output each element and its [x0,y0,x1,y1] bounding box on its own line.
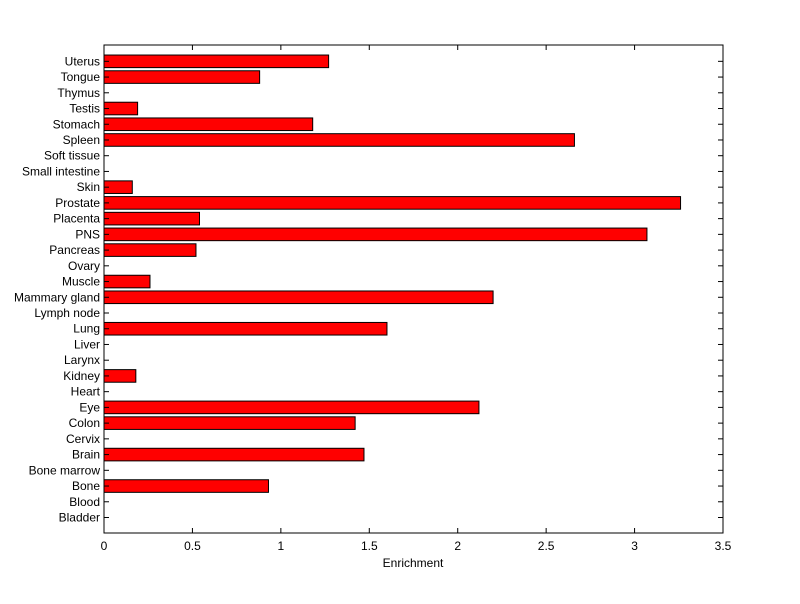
y-tick-label: Uterus [65,54,100,68]
y-tick-label: Soft tissue [44,149,100,163]
x-tick-label: 2 [454,539,461,553]
y-tick-label: Mammary gland [14,290,100,304]
bar-placenta [103,211,200,226]
x-tick-labels: 0 0.5 1 1.5 2 2.5 3 3.5 [101,539,732,553]
y-tick-label: Testis [69,102,100,116]
bar-brain [103,447,365,462]
y-tick-label: Tongue [61,70,101,84]
y-tick-label: Blood [69,495,100,509]
x-tick-label: 2.5 [538,539,555,553]
y-tick-label: Placenta [53,212,100,226]
y-tick-label: Bone marrow [29,463,101,477]
bar-mammary-gland [103,290,494,305]
y-tick-label: Brain [72,448,100,462]
y-tick-label: Prostate [55,196,100,210]
y-tick-label: Heart [71,385,101,399]
y-tick-label: Colon [69,416,100,430]
y-tick-label: Small intestine [22,164,100,178]
y-tick-label: Ovary [68,259,100,273]
y-tick-label: PNS [75,227,100,241]
bar-pancreas [103,243,197,257]
x-axis-label: Enrichment [383,556,444,570]
y-tick-label: Stomach [53,117,100,131]
y-tick-label: Liver [74,337,100,351]
bar-spleen [103,133,575,147]
bar-bone [103,479,269,493]
bar-lung [103,321,388,336]
y-tick-label: Kidney [63,369,100,383]
y-tick-label: Cervix [66,432,100,446]
bar-eye [103,400,480,415]
y-tick-label: Bone [72,479,100,493]
y-tick-label: Lymph node [34,306,100,320]
bar-tongue [103,70,261,84]
bar-pns [103,227,648,242]
bar-uterus [103,54,330,69]
x-tick-label: 0 [101,539,108,553]
y-tick-label: Muscle [62,275,100,289]
y-tick-label: Lung [73,322,100,336]
x-tick-label: 3.5 [715,539,732,553]
bar-stomach [103,117,314,132]
y-tick-label: Skin [77,180,100,194]
bar-prostate [103,196,682,210]
x-tick-label: 3 [631,539,638,553]
x-tick-label: 1 [278,539,285,553]
y-tick-label: Spleen [63,133,100,147]
bar-colon [103,416,356,430]
y-tick-label: Thymus [57,86,100,100]
plot-frame [103,44,724,534]
bar-testis [103,101,139,116]
x-tick-label: 1.5 [361,539,378,553]
y-tick-label: Larynx [64,353,100,367]
y-tick-label: Eye [79,400,100,414]
y-tick-label: Bladder [59,511,100,525]
x-tick-label: 0.5 [184,539,201,553]
y-tick-label: Pancreas [49,243,100,257]
bar-muscle [103,274,151,289]
